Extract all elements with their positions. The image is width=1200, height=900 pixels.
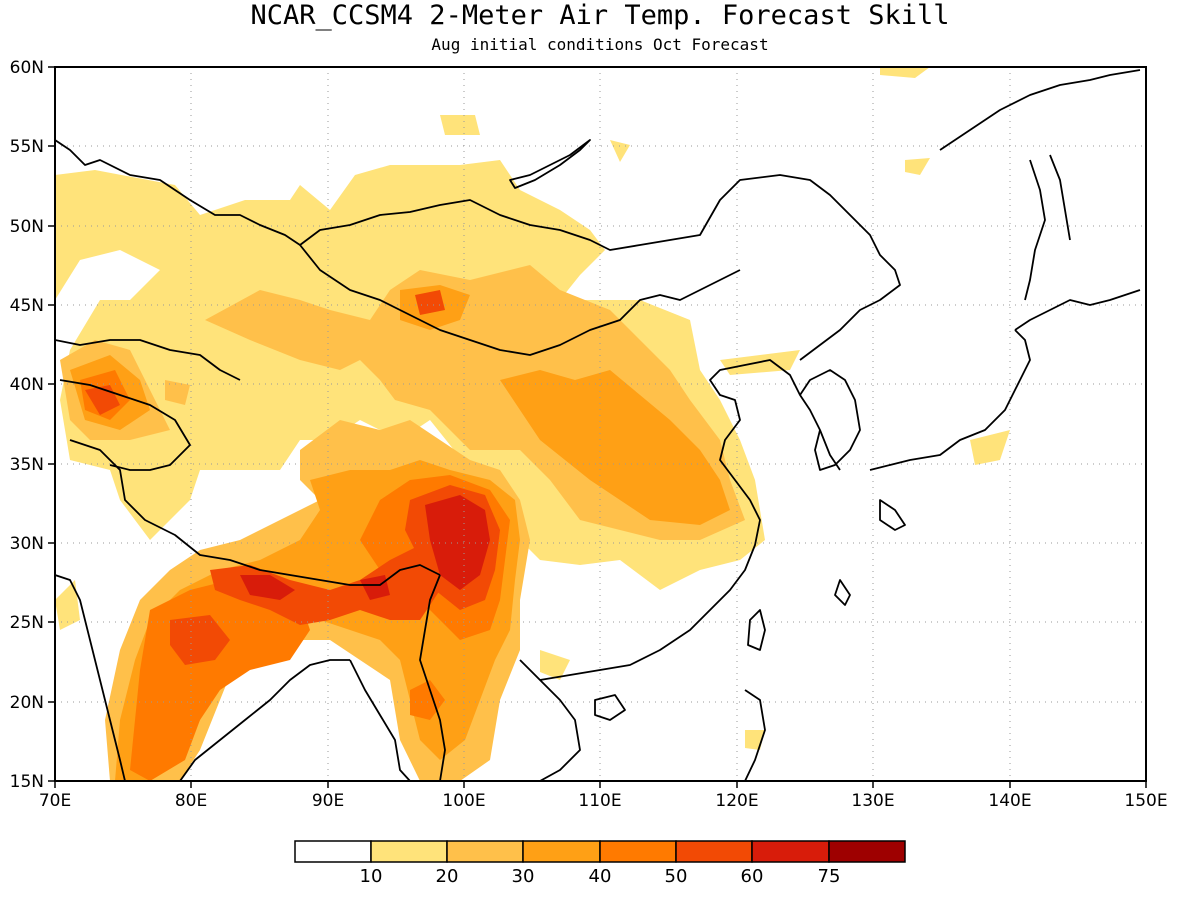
tick-marks bbox=[48, 66, 1147, 788]
colorbar-label: 30 bbox=[512, 866, 535, 887]
colorbar-label: 75 bbox=[818, 866, 841, 887]
colorbar-swatch bbox=[599, 840, 677, 863]
lat-tick-label: 45N bbox=[10, 296, 44, 316]
lon-tick-labels: 70E 80E 90E 100E 110E 120E 130E 140E 150… bbox=[39, 791, 1168, 811]
map-subtitle: Aug initial conditions Oct Forecast bbox=[431, 35, 769, 54]
map-title: NCAR_CCSM4 2-Meter Air Temp. Forecast Sk… bbox=[250, 0, 950, 31]
lat-tick-label: 30N bbox=[10, 534, 44, 554]
colorbar-swatch bbox=[675, 840, 753, 863]
lat-tick-labels: 60N 55N 50N 45N 40N 35N 30N 25N 20N 15N bbox=[10, 58, 44, 792]
lat-tick-label: 60N bbox=[10, 58, 44, 78]
colorbar-swatch bbox=[446, 840, 524, 863]
lon-tick-label: 90E bbox=[312, 791, 344, 811]
lat-tick-label: 40N bbox=[10, 375, 44, 395]
lon-tick-label: 120E bbox=[715, 791, 758, 811]
lat-tick-label: 55N bbox=[10, 137, 44, 157]
colorbar-label: 40 bbox=[589, 866, 612, 887]
colorbar-label: 20 bbox=[436, 866, 459, 887]
colorbar-swatch bbox=[522, 840, 601, 863]
lon-tick-label: 100E bbox=[442, 791, 485, 811]
lon-tick-label: 110E bbox=[578, 791, 621, 811]
lat-tick-label: 15N bbox=[10, 772, 44, 792]
lat-tick-label: 25N bbox=[10, 613, 44, 633]
skill-field bbox=[55, 67, 1010, 781]
lat-tick-label: 20N bbox=[10, 693, 44, 713]
lat-tick-label: 50N bbox=[10, 217, 44, 237]
grid-lines bbox=[55, 67, 1146, 781]
colorbar-label: 10 bbox=[360, 866, 383, 887]
lat-tick-label: 35N bbox=[10, 455, 44, 475]
lon-tick-label: 130E bbox=[851, 791, 894, 811]
colorbar-swatch bbox=[370, 840, 448, 863]
colorbar-label: 60 bbox=[741, 866, 764, 887]
colorbar-label: 50 bbox=[665, 866, 688, 887]
lon-tick-label: 80E bbox=[175, 791, 207, 811]
lon-tick-label: 140E bbox=[988, 791, 1031, 811]
coastlines bbox=[55, 69, 1141, 781]
colorbar: 10 20 30 40 50 60 75 bbox=[294, 840, 906, 887]
colorbar-swatch bbox=[828, 840, 906, 863]
colorbar-swatch bbox=[751, 840, 830, 863]
colorbar-swatch bbox=[294, 840, 372, 863]
lon-tick-label: 150E bbox=[1124, 791, 1167, 811]
lon-tick-label: 70E bbox=[39, 791, 71, 811]
